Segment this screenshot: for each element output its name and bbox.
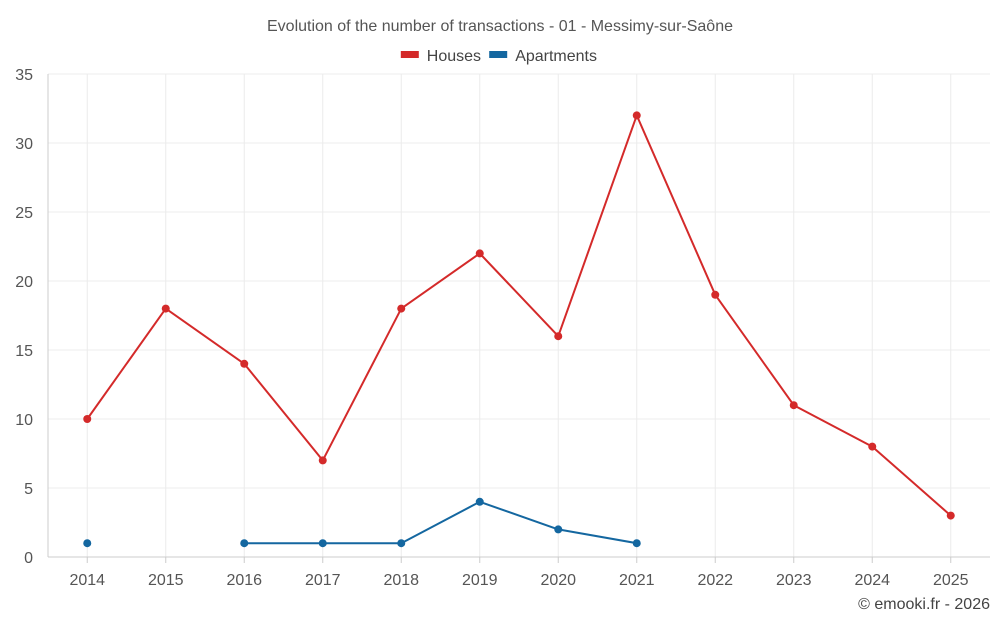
data-point-houses[interactable]	[161, 304, 170, 313]
x-tick-label: 2020	[540, 572, 576, 589]
legend-swatch-houses	[400, 51, 419, 58]
data-point-houses[interactable]	[240, 359, 249, 368]
legend-label-apartments: Apartments	[515, 48, 597, 65]
x-tick-label: 2025	[933, 572, 969, 589]
x-tick-label: 2022	[697, 572, 733, 589]
data-point-houses[interactable]	[554, 332, 563, 341]
series-layer	[83, 111, 955, 548]
legend-item-apartments[interactable]: Apartments	[489, 48, 597, 65]
y-tick-label: 35	[15, 67, 33, 84]
data-point-apartments[interactable]	[554, 525, 563, 534]
copyright-credit: © emooki.fr - 2026	[858, 596, 990, 613]
legend-label-houses: Houses	[427, 48, 481, 65]
legend-item-houses[interactable]: Houses	[400, 48, 481, 65]
legend-swatch-apartments	[489, 51, 508, 58]
data-point-houses[interactable]	[711, 290, 720, 299]
x-tick-label: 2024	[854, 572, 890, 589]
data-point-apartments[interactable]	[240, 539, 249, 548]
x-tick-label: 2019	[462, 572, 498, 589]
data-point-apartments[interactable]	[475, 497, 484, 506]
data-point-houses[interactable]	[475, 249, 484, 258]
grid	[48, 73, 990, 557]
y-tick-label: 0	[24, 550, 33, 567]
x-tick-label: 2018	[383, 572, 419, 589]
data-point-houses[interactable]	[397, 304, 406, 313]
legend: Houses Apartments	[400, 48, 597, 65]
x-tick-label: 2017	[305, 572, 341, 589]
series-line-apartments	[244, 500, 637, 545]
series-line-houses	[86, 114, 952, 517]
data-point-apartments[interactable]	[397, 539, 406, 548]
y-tick-label: 25	[15, 205, 33, 222]
x-tick-label: 2015	[148, 572, 184, 589]
x-tick-label: 2014	[69, 572, 105, 589]
data-point-houses[interactable]	[83, 415, 92, 423]
data-point-apartments[interactable]	[318, 539, 327, 548]
data-point-houses[interactable]	[318, 456, 327, 465]
x-axis: 2014 2015 2016 2017 2018 2019 2020 2021 2022 2023…	[48, 556, 990, 589]
y-tick-label: 10	[15, 412, 33, 429]
x-tick-label: 2023	[776, 572, 812, 589]
data-point-houses[interactable]	[946, 511, 955, 520]
data-point-houses[interactable]	[789, 401, 798, 410]
x-tick-label: 2021	[619, 572, 655, 589]
y-tick-label: 5	[24, 481, 33, 498]
chart-title: Evolution of the number of transactions …	[267, 18, 733, 35]
series-apartments	[83, 497, 641, 548]
y-tick-label: 20	[15, 274, 33, 291]
x-tick-label: 2016	[226, 572, 262, 589]
data-point-apartments[interactable]	[83, 539, 92, 548]
y-tick-label: 15	[15, 343, 33, 360]
series-houses	[83, 111, 955, 520]
y-axis: 0 5 10 15 20 25 30 35	[15, 67, 49, 567]
data-point-apartments[interactable]	[632, 539, 641, 548]
data-point-houses[interactable]	[632, 111, 641, 120]
y-tick-label: 30	[15, 136, 33, 153]
data-point-houses[interactable]	[868, 442, 877, 451]
